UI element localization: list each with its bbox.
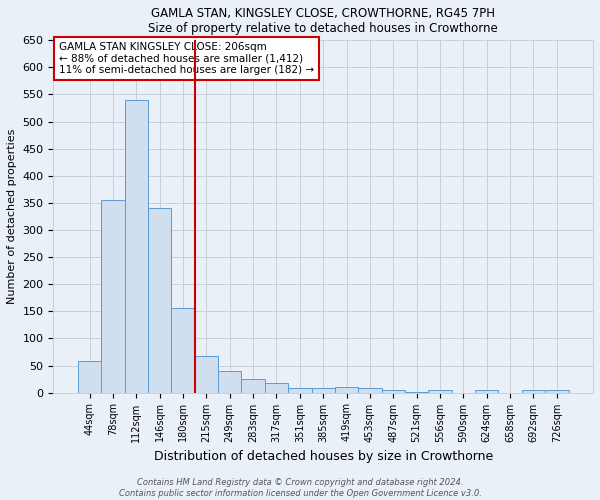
- Bar: [241, 379, 265, 392]
- Bar: [101, 200, 125, 392]
- Title: GAMLA STAN, KINGSLEY CLOSE, CROWTHORNE, RG45 7PH
Size of property relative to de: GAMLA STAN, KINGSLEY CLOSE, CROWTHORNE, …: [148, 7, 498, 35]
- Bar: [311, 388, 335, 392]
- Bar: [194, 356, 218, 393]
- Bar: [545, 390, 569, 392]
- Bar: [475, 390, 499, 392]
- Bar: [265, 383, 288, 392]
- Bar: [288, 388, 311, 392]
- Bar: [382, 390, 405, 392]
- Bar: [335, 387, 358, 392]
- Bar: [428, 390, 452, 392]
- Text: GAMLA STAN KINGSLEY CLOSE: 206sqm
← 88% of detached houses are smaller (1,412)
1: GAMLA STAN KINGSLEY CLOSE: 206sqm ← 88% …: [59, 42, 314, 75]
- Bar: [125, 100, 148, 392]
- Bar: [148, 208, 172, 392]
- Bar: [172, 308, 194, 392]
- Bar: [358, 388, 382, 392]
- Y-axis label: Number of detached properties: Number of detached properties: [7, 129, 17, 304]
- X-axis label: Distribution of detached houses by size in Crowthorne: Distribution of detached houses by size …: [154, 450, 493, 463]
- Bar: [522, 390, 545, 392]
- Bar: [78, 361, 101, 392]
- Text: Contains HM Land Registry data © Crown copyright and database right 2024.
Contai: Contains HM Land Registry data © Crown c…: [119, 478, 481, 498]
- Bar: [218, 371, 241, 392]
